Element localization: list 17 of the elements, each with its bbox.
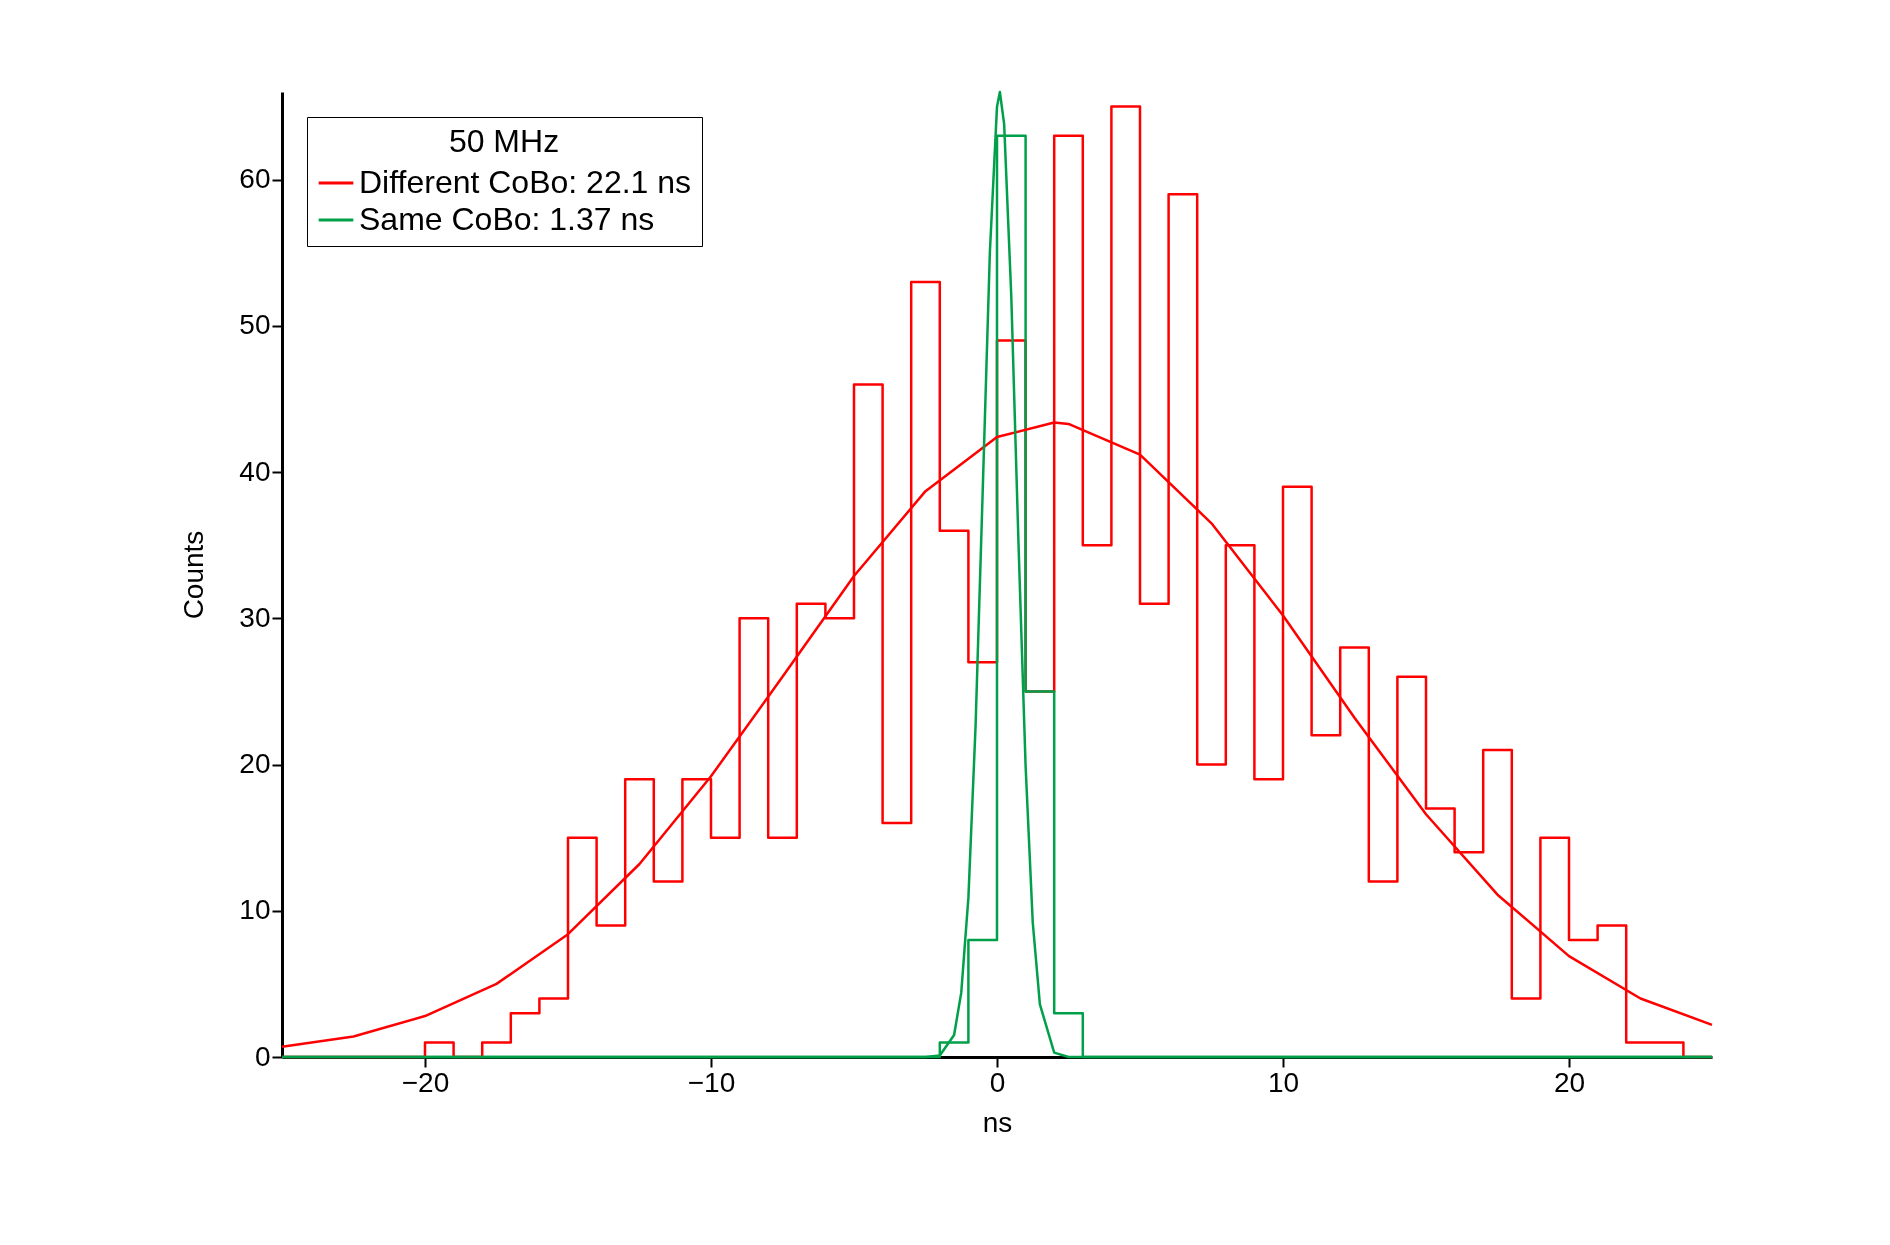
x-tick-label: 10 <box>1267 1066 1300 1098</box>
legend-title: 50 MHz <box>448 123 560 159</box>
legend-label: Different CoBo: 22.1 ns <box>359 164 692 200</box>
x-tick-label: 20 <box>1553 1066 1586 1098</box>
legend-label: Same CoBo: 1.37 ns <box>359 201 655 237</box>
y-tick-label: 30 <box>239 601 271 633</box>
y-tick-label: 50 <box>239 309 271 341</box>
x-tick-label: −10 <box>687 1066 736 1098</box>
y-tick-label: 0 <box>254 1040 271 1072</box>
x-tick-label: 0 <box>989 1066 1006 1098</box>
y-tick-label: 60 <box>239 163 271 195</box>
y-tick-label: 20 <box>239 748 271 780</box>
x-axis-title: ns <box>982 1106 1013 1138</box>
y-axis-title: Counts <box>178 530 210 620</box>
y-tick-label: 10 <box>239 894 271 926</box>
x-tick-label: −20 <box>401 1066 450 1098</box>
y-tick-label: 40 <box>239 455 271 487</box>
